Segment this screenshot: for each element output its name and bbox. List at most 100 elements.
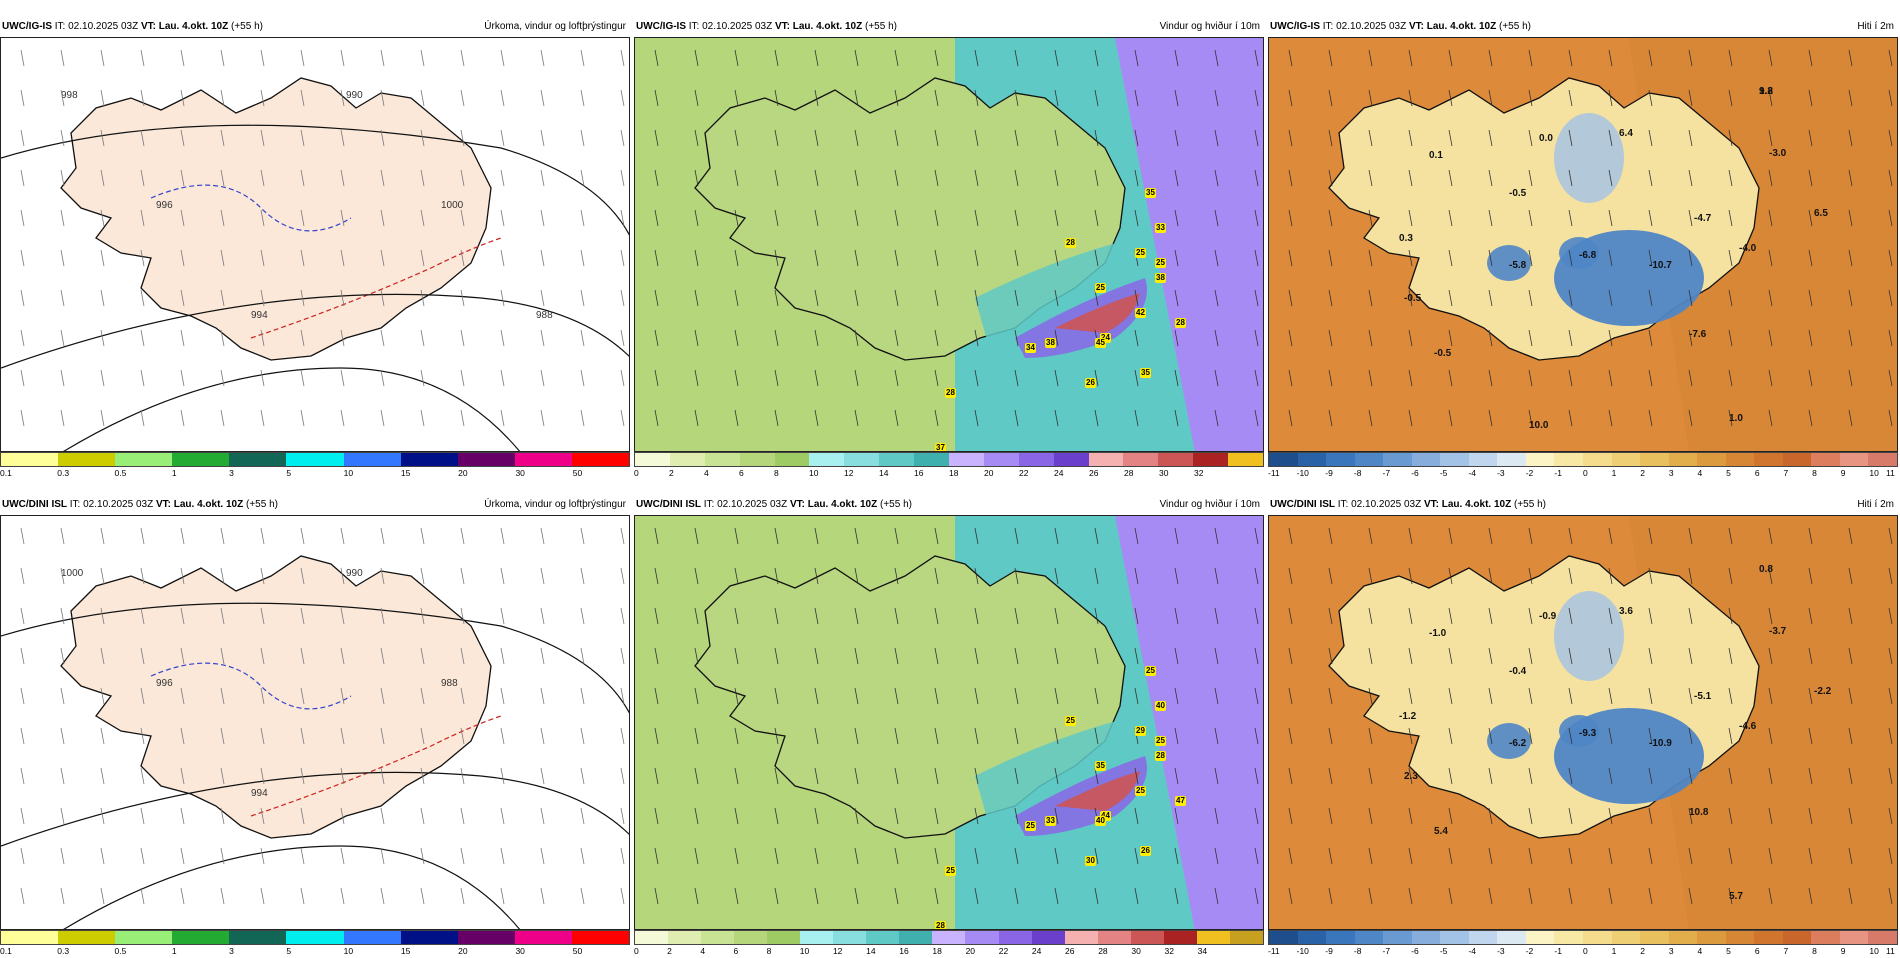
wind-barb bbox=[1174, 409, 1179, 427]
wind-barb bbox=[1528, 687, 1533, 705]
wind-barb bbox=[580, 887, 585, 905]
wind-barb bbox=[774, 647, 779, 665]
wind-barb bbox=[814, 807, 819, 825]
wind-barb bbox=[1214, 49, 1219, 67]
wind-barb bbox=[1888, 687, 1893, 705]
wind-barb bbox=[260, 887, 265, 905]
wind-barb bbox=[854, 289, 859, 307]
wind-barb bbox=[1608, 687, 1613, 705]
scale-tick-label: 10 bbox=[1869, 468, 1879, 478]
scale-tick-label: 24 bbox=[1031, 946, 1042, 956]
lead-time: (+55 h) bbox=[246, 499, 278, 510]
temperature-label: -0.5 bbox=[1404, 293, 1422, 304]
scale-tick-label: 10 bbox=[799, 946, 810, 956]
wind-barb bbox=[1648, 89, 1653, 107]
model-name: UWC/DINI ISL bbox=[2, 499, 67, 510]
wind-barb bbox=[1688, 369, 1693, 387]
wind-barb bbox=[1848, 49, 1853, 67]
scale-tick-label: 18 bbox=[949, 468, 959, 478]
wind-barb bbox=[1608, 607, 1613, 625]
temperature-label: -4.7 bbox=[1694, 213, 1712, 224]
scale-tick-label: 0.3 bbox=[57, 468, 70, 478]
wind-barb bbox=[1648, 767, 1653, 785]
wind-barb bbox=[1728, 409, 1733, 427]
wind-barb bbox=[894, 647, 899, 665]
wind-barb bbox=[1848, 89, 1853, 107]
wind-barb bbox=[734, 687, 739, 705]
wind-barb bbox=[1488, 527, 1493, 545]
scale-tick-label: 4 bbox=[1697, 468, 1703, 478]
wind-barb bbox=[140, 409, 145, 427]
wind-barb bbox=[300, 329, 305, 347]
color-scale-segment bbox=[1440, 931, 1469, 944]
wind-barb bbox=[974, 209, 979, 227]
wind-barb bbox=[814, 767, 819, 785]
wind-barb bbox=[140, 847, 145, 865]
model-name: UWC/IG-IS bbox=[1270, 21, 1320, 32]
wind-barb bbox=[1488, 887, 1493, 905]
wind-barb bbox=[1488, 369, 1493, 387]
wind-barb bbox=[854, 49, 859, 67]
scale-tick-label: 30 bbox=[1159, 468, 1169, 478]
wind-barb bbox=[620, 369, 625, 387]
scale-tick-label: 5 bbox=[1726, 946, 1731, 956]
wind-barb bbox=[1488, 687, 1493, 705]
wind-barb bbox=[580, 767, 585, 785]
wind-barb bbox=[340, 607, 345, 625]
wind-barb bbox=[1888, 169, 1893, 187]
wind-barb bbox=[500, 767, 505, 785]
isobar-line bbox=[1, 602, 629, 714]
wind-barb bbox=[20, 129, 25, 147]
wind-barb bbox=[1014, 607, 1019, 625]
scale-tick-label: 50 bbox=[572, 468, 583, 478]
wind-barb bbox=[1448, 169, 1453, 187]
wind-barb bbox=[100, 409, 105, 427]
init-time: IT: 02.10.2025 03Z bbox=[1322, 21, 1407, 32]
gust-label: 29 bbox=[1135, 726, 1146, 736]
wind-barb bbox=[1848, 289, 1853, 307]
wind-barb bbox=[180, 847, 185, 865]
color-scale-segment bbox=[1811, 931, 1840, 944]
temperature-label: -10.9 bbox=[1649, 738, 1672, 749]
wind-barb bbox=[814, 527, 819, 545]
wind-barb bbox=[1768, 289, 1773, 307]
wind-barb bbox=[300, 209, 305, 227]
wind-barb bbox=[1288, 567, 1293, 585]
wind-barb bbox=[1448, 369, 1453, 387]
init-time: IT: 02.10.2025 03Z bbox=[69, 499, 154, 510]
wind-barb bbox=[140, 567, 145, 585]
gust-label: 25 bbox=[1145, 666, 1156, 676]
lead-time: (+55 h) bbox=[1514, 499, 1546, 510]
wind-barb bbox=[1888, 129, 1893, 147]
wind-barb bbox=[694, 847, 699, 865]
wind-barb bbox=[100, 847, 105, 865]
wind-barb bbox=[380, 807, 385, 825]
wind-barb bbox=[1688, 329, 1693, 347]
temperature-label: -0.5 bbox=[1509, 188, 1527, 199]
scale-tick-label: 7 bbox=[1783, 468, 1789, 478]
wind-barb bbox=[60, 887, 65, 905]
temperature-label: 2.3 bbox=[1404, 771, 1418, 782]
wind-barb bbox=[1174, 129, 1179, 147]
wind-barb bbox=[894, 369, 899, 387]
wind-barb bbox=[180, 89, 185, 107]
wind-barb bbox=[260, 767, 265, 785]
wind-barb bbox=[100, 527, 105, 545]
color-scale-segment bbox=[514, 453, 572, 466]
wind-barb bbox=[1014, 847, 1019, 865]
wind-barb bbox=[1568, 847, 1573, 865]
wind-barb bbox=[100, 249, 105, 267]
wind-barb bbox=[1448, 49, 1453, 67]
gust-label: 45 bbox=[1095, 338, 1106, 348]
wind-barb bbox=[140, 887, 145, 905]
wind-barb bbox=[934, 647, 939, 665]
wind-barb bbox=[694, 409, 699, 427]
wind-barb bbox=[1174, 847, 1179, 865]
scale-tick-label: 28 bbox=[1098, 946, 1108, 956]
wind-barb bbox=[1254, 409, 1259, 427]
wind-barb bbox=[774, 249, 779, 267]
wind-barb bbox=[1848, 369, 1853, 387]
wind-barb bbox=[180, 567, 185, 585]
wind-barb bbox=[1328, 887, 1333, 905]
wind-barb bbox=[1288, 727, 1293, 745]
